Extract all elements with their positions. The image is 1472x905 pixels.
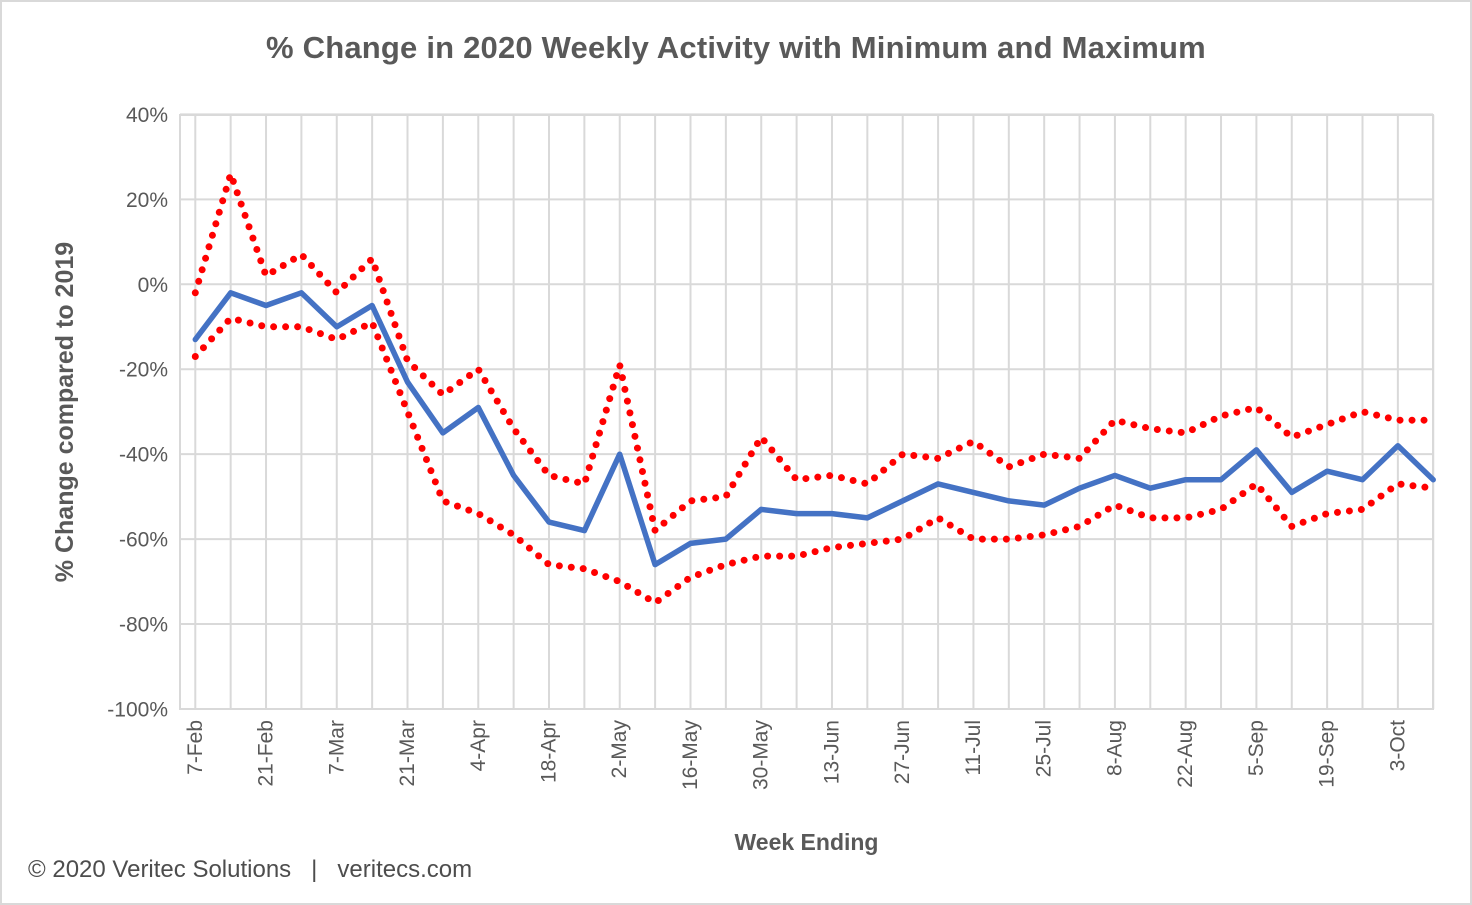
x-tick-label: 11-Jul [962,720,985,776]
x-tick-label: 16-May [679,720,702,791]
y-tick-label: 20% [126,189,168,212]
y-tick-label: -60% [119,529,168,552]
x-tick-label: 30-May [750,720,773,791]
average-line [192,290,1436,568]
x-axis-title: Week Ending [734,829,879,855]
x-tick-label: 19-Sep [1316,720,1339,788]
x-tick-label: 22-Aug [1174,720,1197,788]
y-tick-label: -80% [119,614,168,637]
x-tick-label: 18-Apr [538,720,561,783]
x-tick-label: 7-Mar [325,720,348,775]
y-tick-label: -40% [119,444,168,467]
footer-text: © 2020 Veritec Solutions | veritecs.com [28,856,473,883]
minimum-dotted-line [191,314,1437,607]
x-tick-label: 2-May [608,720,631,779]
x-tick-label: 21-Feb [255,720,278,787]
x-tick-label: 4-Apr [467,720,490,771]
x-tick-label: 5-Sep [1245,720,1268,776]
y-tick-label: -100% [107,699,168,722]
x-tick-label: 27-Jun [891,720,914,784]
maximum-dotted-line [191,170,1437,535]
chart-title: % Change in 2020 Weekly Activity with Mi… [266,30,1206,65]
plot-border [179,114,1434,710]
y-axis-title: % Change compared to 2019 [51,241,79,583]
x-tick-label: 25-Jul [1033,720,1056,777]
x-tick-label: 3-Oct [1386,720,1409,772]
y-tick-label: 0% [138,274,168,297]
y-tick-label: -20% [119,359,168,382]
x-tick-label: 21-Mar [396,720,419,787]
x-tick-label: 7-Feb [184,720,207,775]
y-tick-label: 40% [126,104,168,127]
x-tick-label: 13-Jun [820,720,843,784]
x-tick-label: 8-Aug [1103,720,1126,776]
